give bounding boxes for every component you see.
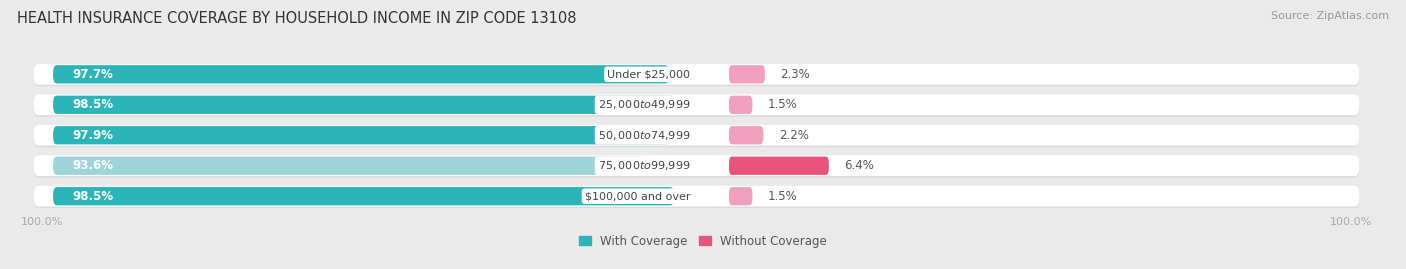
- Text: 2.2%: 2.2%: [779, 129, 808, 142]
- Text: 1.5%: 1.5%: [768, 190, 797, 203]
- Text: 100.0%: 100.0%: [21, 217, 63, 227]
- Text: 97.7%: 97.7%: [73, 68, 114, 81]
- FancyBboxPatch shape: [34, 126, 1360, 147]
- FancyBboxPatch shape: [53, 96, 673, 114]
- FancyBboxPatch shape: [728, 126, 763, 144]
- Text: 93.6%: 93.6%: [73, 159, 114, 172]
- Text: 100.0%: 100.0%: [1330, 217, 1372, 227]
- FancyBboxPatch shape: [34, 65, 1360, 86]
- FancyBboxPatch shape: [53, 65, 669, 83]
- FancyBboxPatch shape: [34, 96, 1360, 117]
- Text: 1.5%: 1.5%: [768, 98, 797, 111]
- FancyBboxPatch shape: [34, 186, 1360, 207]
- Text: 2.3%: 2.3%: [780, 68, 810, 81]
- Text: 98.5%: 98.5%: [73, 190, 114, 203]
- FancyBboxPatch shape: [728, 96, 752, 114]
- Text: 6.4%: 6.4%: [845, 159, 875, 172]
- Text: $100,000 and over: $100,000 and over: [585, 191, 690, 201]
- FancyBboxPatch shape: [728, 187, 752, 205]
- FancyBboxPatch shape: [34, 94, 1360, 115]
- Text: 98.5%: 98.5%: [73, 98, 114, 111]
- Text: HEALTH INSURANCE COVERAGE BY HOUSEHOLD INCOME IN ZIP CODE 13108: HEALTH INSURANCE COVERAGE BY HOUSEHOLD I…: [17, 11, 576, 26]
- FancyBboxPatch shape: [728, 157, 828, 175]
- FancyBboxPatch shape: [34, 157, 1360, 178]
- FancyBboxPatch shape: [53, 157, 643, 175]
- FancyBboxPatch shape: [34, 155, 1360, 176]
- FancyBboxPatch shape: [34, 64, 1360, 85]
- Text: $75,000 to $99,999: $75,000 to $99,999: [598, 159, 690, 172]
- FancyBboxPatch shape: [53, 187, 673, 205]
- FancyBboxPatch shape: [728, 65, 765, 83]
- FancyBboxPatch shape: [34, 125, 1360, 146]
- Legend: With Coverage, Without Coverage: With Coverage, Without Coverage: [574, 230, 832, 253]
- Text: 97.9%: 97.9%: [73, 129, 114, 142]
- Text: Under $25,000: Under $25,000: [607, 69, 690, 79]
- Text: $25,000 to $49,999: $25,000 to $49,999: [598, 98, 690, 111]
- Text: $50,000 to $74,999: $50,000 to $74,999: [598, 129, 690, 142]
- FancyBboxPatch shape: [34, 187, 1360, 208]
- FancyBboxPatch shape: [53, 126, 671, 144]
- Text: Source: ZipAtlas.com: Source: ZipAtlas.com: [1271, 11, 1389, 21]
